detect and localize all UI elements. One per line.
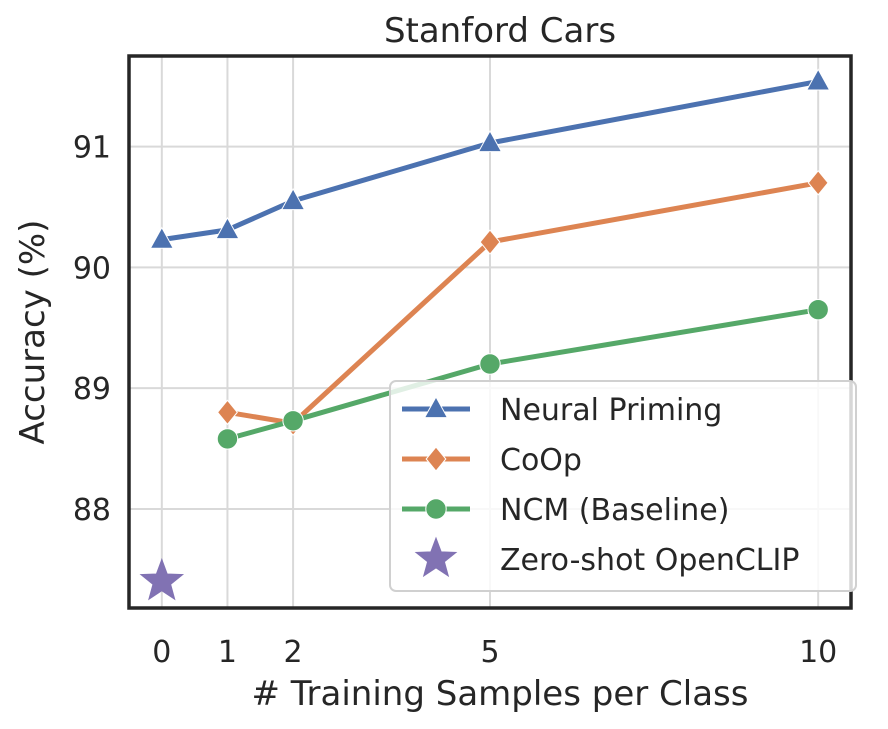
legend-box xyxy=(389,380,857,592)
series-neural-priming xyxy=(149,68,831,249)
x-tick-label: 0 xyxy=(152,635,171,670)
axis-ticks: 0 1 2 5 10 88 89 90 91 xyxy=(73,131,837,670)
data-point-coop xyxy=(807,170,829,196)
data-point-neural-priming xyxy=(149,226,175,249)
data-point-neural-priming xyxy=(215,216,240,240)
y-tick-label: 88 xyxy=(73,493,111,528)
legend-marker xyxy=(423,395,449,419)
data-point-ncm-baseline xyxy=(807,298,829,321)
data-point-neural-priming xyxy=(280,187,306,211)
data-point-neural-priming xyxy=(477,129,503,153)
series-coop xyxy=(216,170,829,436)
y-axis-label: Accuracy (%) xyxy=(13,220,53,445)
legend-item: Zero-shot OpenCLIP xyxy=(414,536,799,578)
x-axis-label: # Training Samples per Class xyxy=(251,674,748,714)
series-line-coop xyxy=(225,180,821,426)
x-tick-label: 5 xyxy=(480,635,499,670)
series-zero-shot-openclip xyxy=(139,557,185,601)
legend-marker xyxy=(414,536,458,578)
data-point-coop xyxy=(479,229,501,255)
data-point-ncm-baseline xyxy=(216,428,239,450)
data-point-neural-priming xyxy=(805,68,831,91)
legend-label: CoOp xyxy=(500,443,582,478)
y-tick-label: 91 xyxy=(73,131,111,166)
legend-label: Neural Priming xyxy=(500,393,722,428)
y-tick-label: 90 xyxy=(73,251,111,286)
legend-label: NCM (Baseline) xyxy=(500,493,729,528)
legend-marker xyxy=(425,498,447,520)
legend-item: Neural Priming xyxy=(402,393,722,428)
legend-item: NCM (Baseline) xyxy=(402,493,729,528)
plot-frame xyxy=(127,54,853,610)
data-point-ncm-baseline xyxy=(282,410,304,432)
legend-label: Zero-shot OpenCLIP xyxy=(500,543,799,578)
x-tick-label: 10 xyxy=(799,635,837,670)
legend-item: CoOp xyxy=(402,443,582,478)
y-tick-label: 89 xyxy=(73,372,111,407)
data-point-coop xyxy=(216,399,238,426)
data-point-zero-shot-openclip xyxy=(139,557,185,601)
x-tick-label: 2 xyxy=(284,635,303,670)
chart-title: Stanford Cars xyxy=(384,11,616,51)
x-tick-label: 1 xyxy=(218,635,237,670)
legend: Neural Priming CoOp NCM (Baseline) Zero-sho… xyxy=(389,380,857,592)
data-point-ncm-baseline xyxy=(479,353,501,375)
legend-marker xyxy=(425,446,447,472)
